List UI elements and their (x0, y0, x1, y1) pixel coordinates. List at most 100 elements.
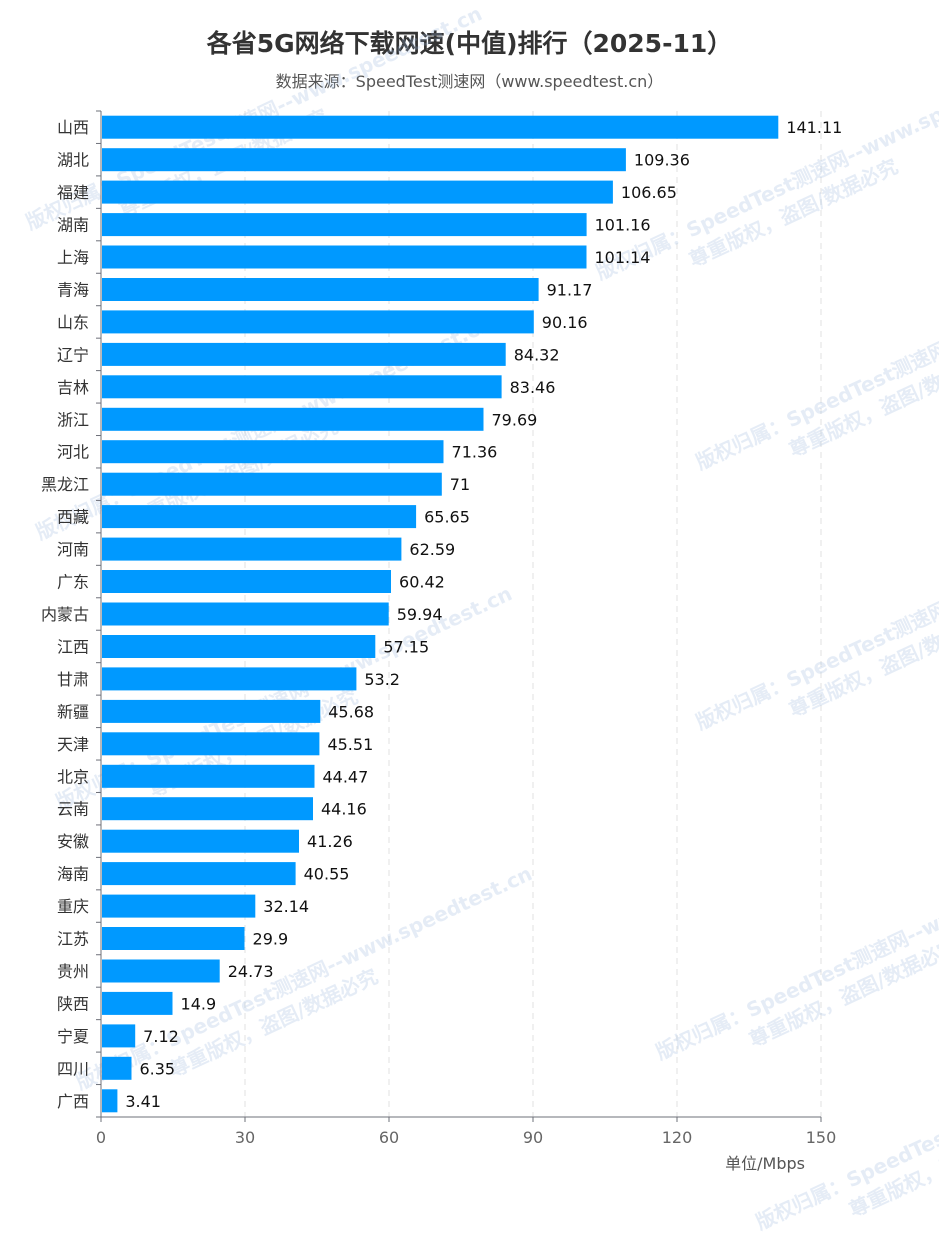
bar-24 (102, 894, 256, 918)
bar-11 (102, 472, 442, 496)
bar-23 (102, 862, 296, 886)
bars (102, 115, 779, 1113)
value-label-18: 45.68 (328, 702, 374, 721)
value-label-8: 83.46 (510, 378, 556, 397)
value-label-7: 84.32 (514, 345, 560, 364)
watermark-5: 版权归属：SpeedTest测速网--www.speedtest.cn尊重版权，… (692, 501, 939, 734)
category-label-22: 安徽 (57, 832, 89, 851)
bar-20 (102, 764, 315, 788)
x-tick-label-3: 90 (523, 1128, 543, 1147)
category-label-23: 海南 (57, 865, 89, 884)
bar-8 (102, 375, 502, 399)
value-label-23: 40.55 (304, 865, 350, 884)
watermark-7: 版权归属：SpeedTest测速网--www.speedtest.cn尊重版权，… (652, 831, 939, 1064)
category-label-15: 内蒙古 (41, 605, 89, 624)
bar-29 (102, 1056, 132, 1080)
bar-22 (102, 829, 299, 853)
category-label-24: 重庆 (57, 897, 89, 916)
value-label-16: 57.15 (383, 637, 429, 656)
category-label-14: 广东 (57, 573, 89, 592)
category-label-28: 宁夏 (57, 1027, 89, 1046)
value-label-3: 101.16 (595, 216, 651, 235)
category-label-12: 西藏 (57, 508, 89, 527)
bar-2 (102, 180, 613, 204)
x-tick-label-0: 0 (96, 1128, 106, 1147)
value-label-26: 24.73 (228, 962, 274, 981)
category-label-5: 青海 (57, 280, 89, 299)
category-label-18: 新疆 (57, 702, 89, 721)
category-label-11: 黑龙江 (41, 475, 89, 494)
value-label-11: 71 (450, 475, 470, 494)
value-label-27: 14.9 (181, 994, 217, 1013)
bar-7 (102, 342, 506, 366)
category-label-19: 天津 (57, 735, 89, 754)
bar-3 (102, 213, 587, 237)
category-label-30: 广西 (57, 1092, 89, 1111)
bar-6 (102, 310, 534, 334)
category-label-0: 山西 (57, 118, 89, 137)
bar-18 (102, 699, 321, 723)
bar-16 (102, 635, 376, 658)
labels: 141.11 山西 109.36 湖北 106.65 福建 101.16 湖南 101.14 上海… (41, 118, 842, 1173)
value-label-15: 59.94 (397, 605, 443, 624)
bar-30 (102, 1089, 118, 1113)
category-label-2: 福建 (57, 183, 89, 202)
value-label-22: 41.26 (307, 832, 353, 851)
category-label-10: 河北 (57, 443, 89, 462)
value-label-2: 106.65 (621, 183, 677, 202)
value-label-25: 29.9 (253, 930, 289, 949)
x-tick-label-4: 120 (662, 1128, 693, 1147)
value-label-1: 109.36 (634, 151, 690, 170)
axes (96, 110, 822, 1122)
value-label-4: 101.14 (594, 248, 650, 267)
category-label-7: 辽宁 (57, 345, 89, 364)
bar-5 (102, 278, 539, 301)
bar-21 (102, 797, 313, 821)
category-label-21: 云南 (57, 800, 89, 819)
category-label-1: 湖北 (57, 151, 89, 170)
value-label-5: 91.17 (547, 280, 593, 299)
category-label-16: 江西 (57, 637, 89, 656)
category-label-17: 甘肃 (57, 670, 89, 689)
category-label-27: 陕西 (57, 994, 89, 1013)
bar-27 (102, 991, 173, 1015)
category-label-8: 吉林 (57, 378, 89, 397)
value-label-24: 32.14 (263, 897, 309, 916)
chart-title: 各省5G网络下载网速(中值)排行（2025-11） (206, 29, 733, 58)
value-label-0: 141.11 (786, 118, 842, 137)
category-label-3: 湖南 (57, 216, 89, 235)
value-label-19: 45.51 (327, 735, 373, 754)
value-label-20: 44.47 (322, 767, 368, 786)
value-label-14: 60.42 (399, 573, 445, 592)
bar-1 (102, 148, 626, 172)
value-label-10: 71.36 (452, 443, 498, 462)
bar-12 (102, 505, 417, 529)
bar-10 (102, 440, 444, 464)
bar-14 (102, 570, 391, 593)
bar-28 (102, 1024, 136, 1048)
value-label-13: 62.59 (409, 540, 455, 559)
category-label-13: 河南 (57, 540, 89, 559)
watermark-3: 版权归属：SpeedTest测速网--www.speedtest.cn尊重版权，… (692, 241, 939, 474)
value-label-21: 44.16 (321, 800, 367, 819)
value-label-6: 90.16 (542, 313, 588, 332)
value-label-17: 53.2 (364, 670, 400, 689)
value-label-28: 7.12 (143, 1027, 179, 1046)
category-label-26: 贵州 (57, 962, 89, 981)
value-label-30: 3.41 (125, 1092, 161, 1111)
bar-0 (102, 115, 779, 139)
bar-17 (102, 667, 357, 691)
x-axis-unit-label: 单位/Mbps (725, 1154, 805, 1173)
category-label-9: 浙江 (57, 410, 89, 429)
value-label-12: 65.65 (424, 508, 470, 527)
bar-13 (102, 537, 402, 561)
bar-15 (102, 602, 389, 626)
category-label-20: 北京 (57, 767, 89, 786)
value-label-29: 6.35 (139, 1059, 175, 1078)
x-tick-label-2: 60 (379, 1128, 399, 1147)
chart-subtitle: 数据来源：SpeedTest测速网（www.speedtest.cn） (275, 72, 664, 91)
bar-19 (102, 732, 320, 756)
x-tick-label-5: 150 (806, 1128, 837, 1147)
value-label-9: 79.69 (492, 410, 538, 429)
category-label-29: 四川 (57, 1059, 89, 1078)
